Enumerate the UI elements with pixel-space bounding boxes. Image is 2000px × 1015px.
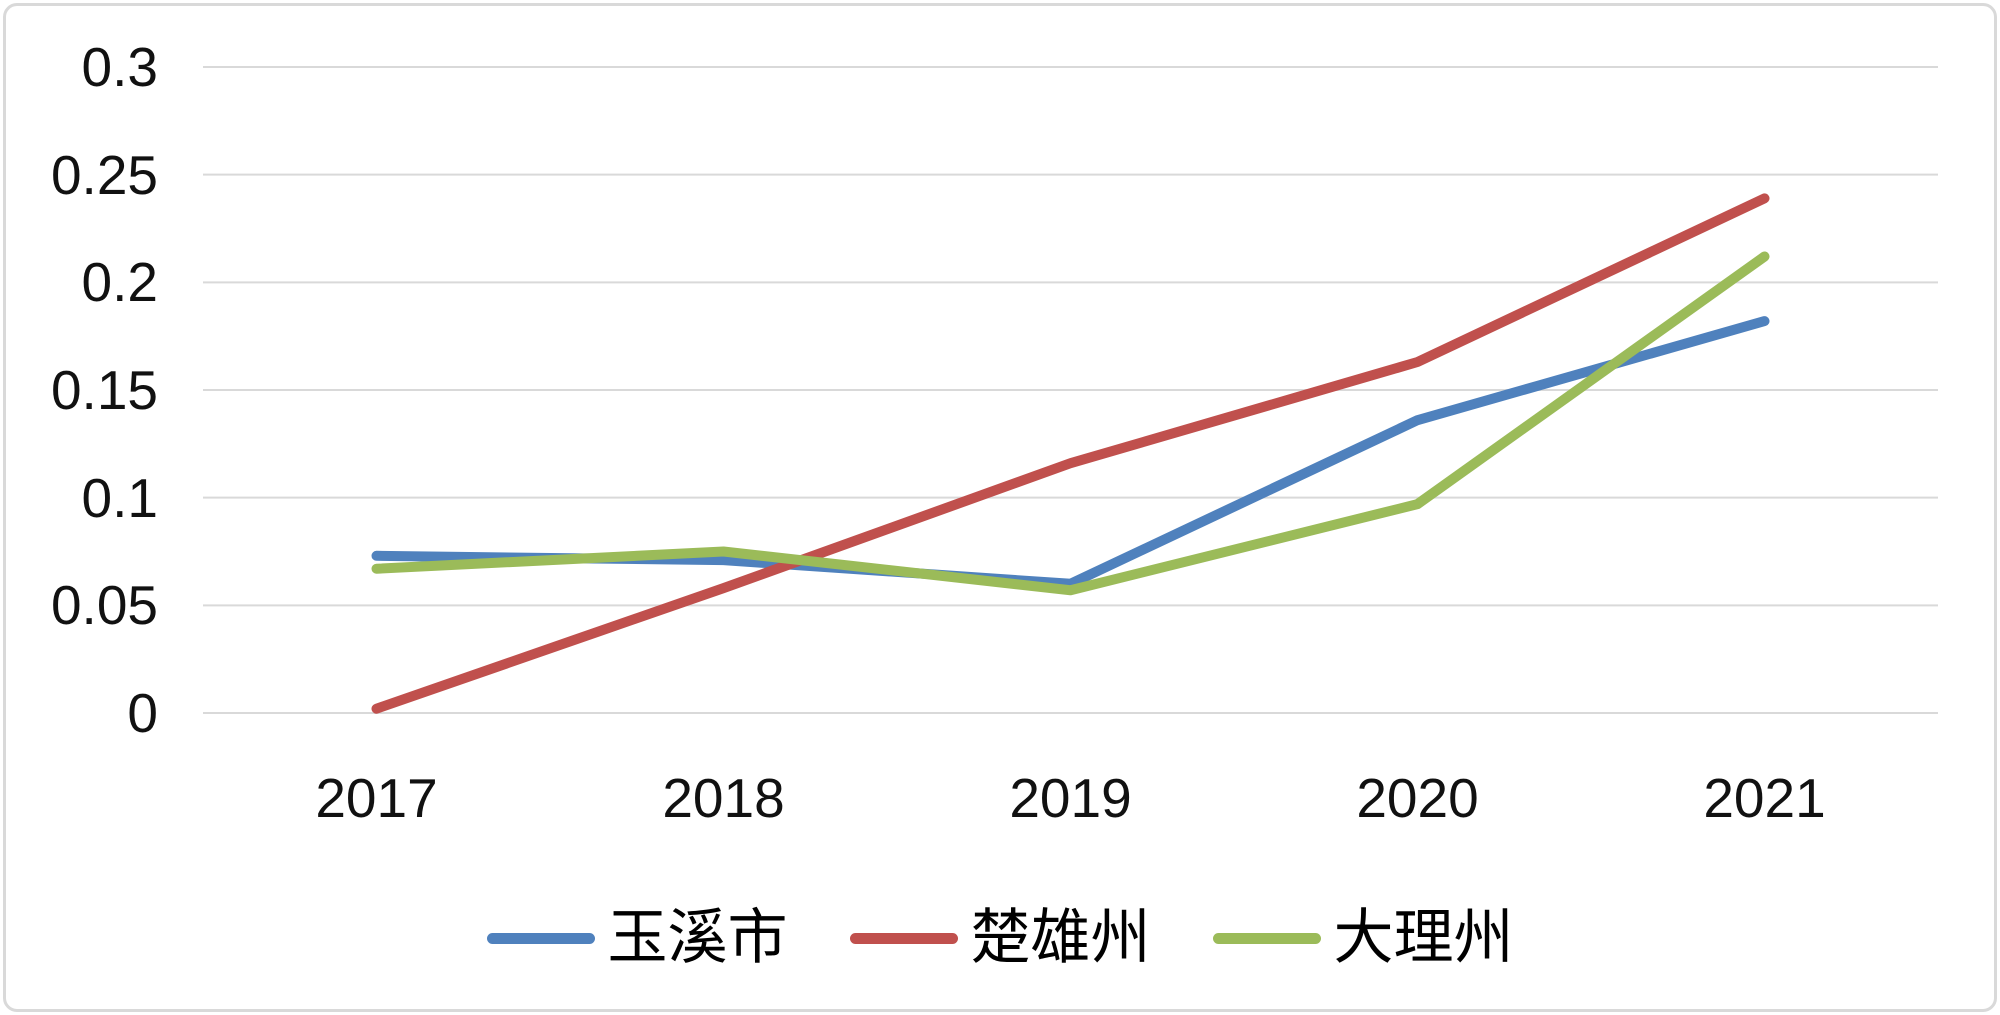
y-tick-label: 0 xyxy=(127,682,158,744)
y-tick-label: 0.05 xyxy=(50,574,158,637)
legend-line-swatch xyxy=(1212,932,1321,944)
x-tick-label: 2019 xyxy=(1009,767,1132,829)
y-tick-label: 0.15 xyxy=(50,359,158,421)
y-tick-label: 0.25 xyxy=(50,143,158,206)
legend-label: 玉溪市 xyxy=(607,903,788,973)
legend-item: 大理州 xyxy=(1212,902,1514,974)
legend: 玉溪市 楚雄州 大理州 xyxy=(0,898,2000,978)
legend-line-swatch xyxy=(849,932,958,944)
series-line-1 xyxy=(371,193,1770,714)
legend-item: 玉溪市 xyxy=(486,902,788,974)
legend-line-swatch xyxy=(486,932,595,944)
series-line-2 xyxy=(371,251,1770,596)
legend-item: 楚雄州 xyxy=(849,902,1151,974)
x-tick-label: 2021 xyxy=(1703,767,1826,829)
x-tick-label: 2018 xyxy=(662,767,785,829)
legend-label: 楚雄州 xyxy=(970,903,1151,973)
legend-label: 大理州 xyxy=(1333,903,1514,973)
y-tick-label: 0.1 xyxy=(81,466,158,529)
y-tick-label: 0.2 xyxy=(81,251,158,314)
x-tick-label: 2017 xyxy=(315,767,438,829)
y-tick-label: 0.3 xyxy=(81,36,158,98)
x-tick-label: 2020 xyxy=(1356,767,1479,829)
series-line-0 xyxy=(371,316,1770,589)
